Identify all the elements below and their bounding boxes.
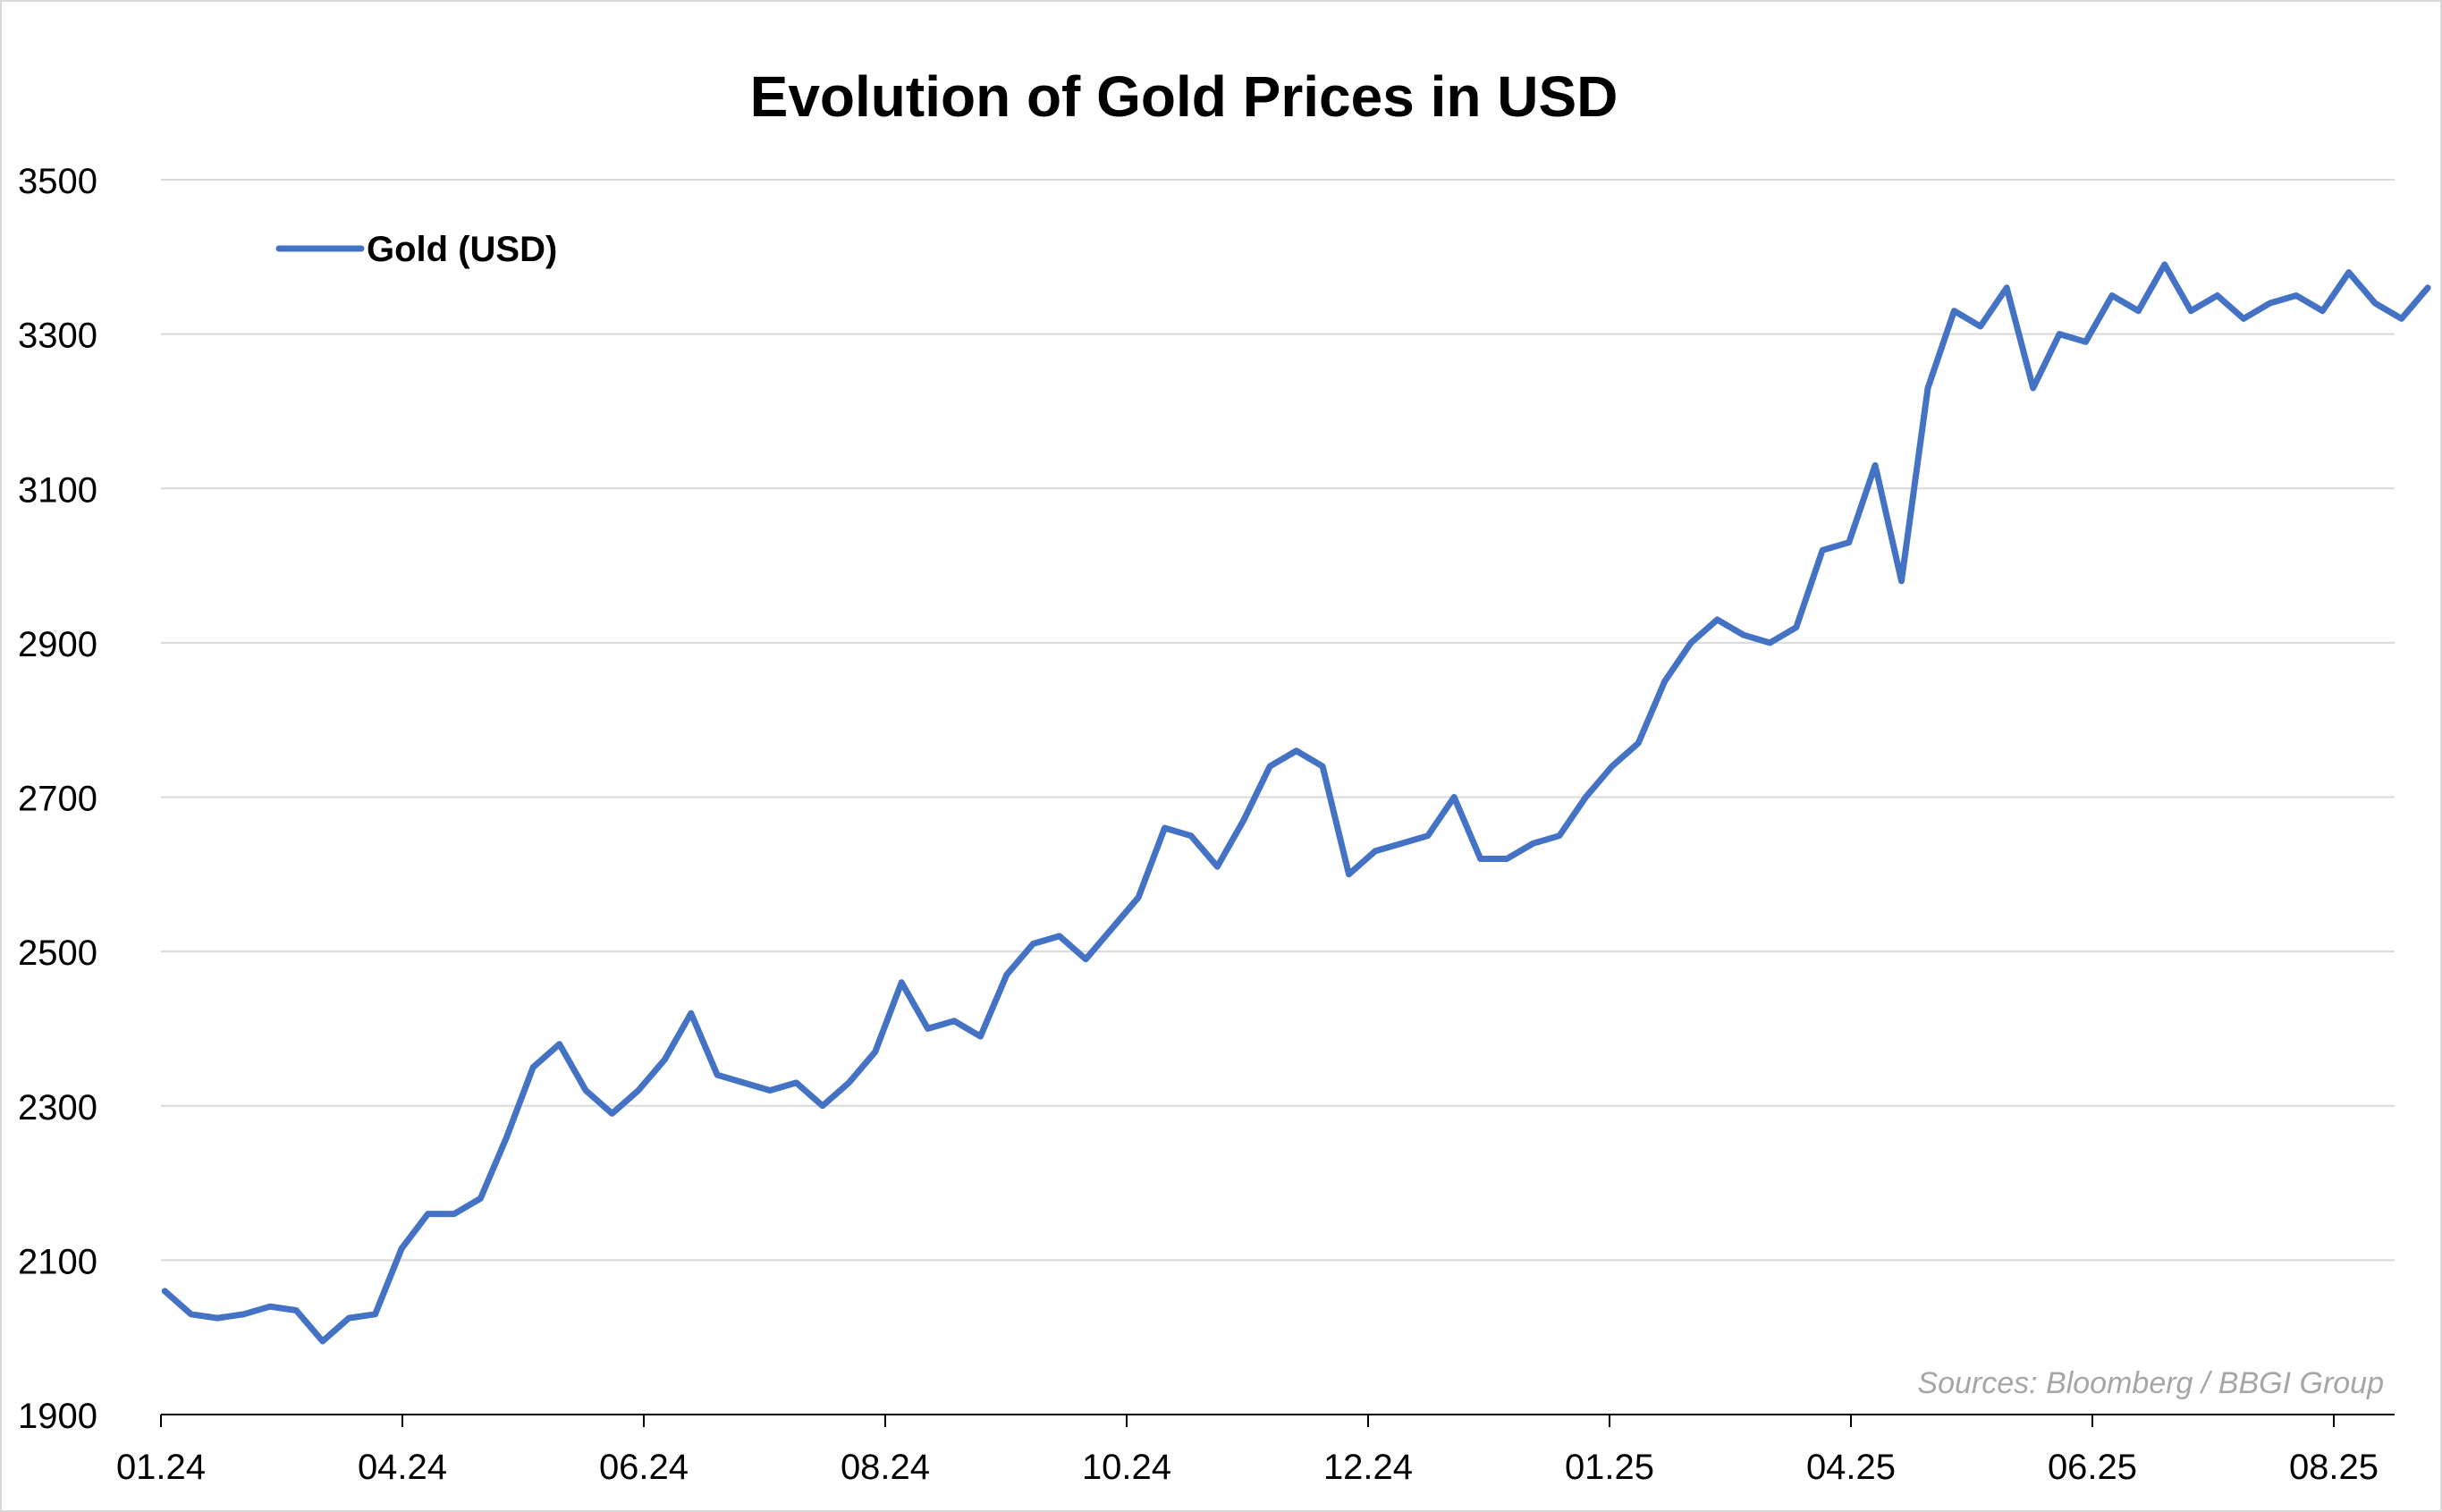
y-axis-labels: 1900 2100 2300 2500 2700 2900 3100 3300 3500 <box>18 162 97 1436</box>
y-tick-label: 2100 <box>18 1242 97 1281</box>
x-tick-label: 10.24 <box>1082 1448 1171 1487</box>
y-tick-label: 2500 <box>18 933 97 973</box>
y-tick-label: 2300 <box>18 1088 97 1128</box>
x-tick-label: 06.25 <box>2048 1448 2137 1487</box>
legend-label: Gold (USD) <box>367 230 557 269</box>
y-tick-label: 3500 <box>18 162 97 201</box>
y-tick-label: 2900 <box>18 625 97 664</box>
y-tick-label: 3100 <box>18 470 97 510</box>
series-line-0 <box>161 261 2431 1345</box>
x-tick-label: 12.24 <box>1323 1448 1413 1487</box>
x-tick-label: 01.24 <box>116 1448 206 1487</box>
series-layer <box>161 261 2431 1345</box>
x-tick-label: 08.24 <box>841 1448 930 1487</box>
x-tick-label: 04.24 <box>358 1448 447 1487</box>
gridlines <box>161 179 2395 1262</box>
x-tick-label: 04.25 <box>1806 1448 1896 1487</box>
chart-title: Evolution of Gold Prices in USD <box>750 64 1618 129</box>
legend: Gold (USD) <box>275 230 557 269</box>
y-tick-label: 2700 <box>18 780 97 819</box>
x-tick-label: 08.25 <box>2289 1448 2379 1487</box>
x-tick-label: 01.25 <box>1565 1448 1654 1487</box>
y-tick-label: 1900 <box>18 1397 97 1436</box>
x-axis-labels: 01.24 04.24 06.24 08.24 10.24 12.24 01.25 04.25… <box>116 1448 2379 1487</box>
source-note: Sources: Bloomberg / BBGI Group <box>1917 1366 2384 1400</box>
x-tick-label: 06.24 <box>599 1448 689 1487</box>
x-axis <box>160 1414 2395 1427</box>
y-tick-label: 3300 <box>18 317 97 356</box>
